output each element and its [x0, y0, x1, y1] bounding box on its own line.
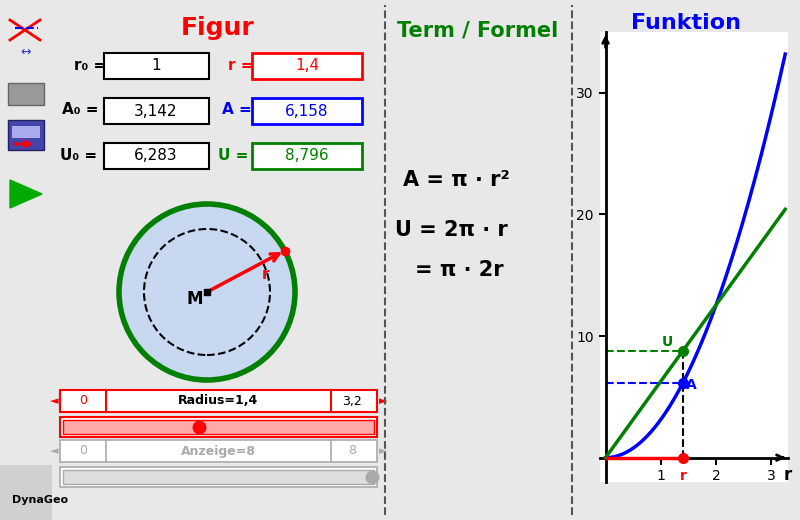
Bar: [252, 98, 362, 124]
Text: 1: 1: [151, 58, 161, 73]
Bar: [252, 143, 362, 169]
Text: r₀ =: r₀ =: [74, 58, 106, 72]
Text: 6,158: 6,158: [286, 103, 329, 119]
Bar: [104, 98, 209, 124]
Bar: [0, 465, 52, 520]
Text: A =: A =: [222, 102, 252, 118]
Text: U =: U =: [218, 148, 248, 162]
Bar: [12, 126, 40, 138]
Text: U = 2π · r: U = 2π · r: [395, 220, 508, 240]
Text: M: M: [187, 290, 203, 308]
Polygon shape: [10, 180, 42, 208]
Text: 6,283: 6,283: [134, 149, 178, 163]
Bar: [60, 440, 377, 462]
Bar: [63, 420, 374, 434]
Text: ►: ►: [379, 396, 387, 406]
Text: Funktion: Funktion: [631, 14, 741, 33]
Text: 3,142: 3,142: [134, 103, 178, 119]
Text: Flächeninhalt A(r): Flächeninhalt A(r): [634, 43, 761, 56]
Text: r: r: [783, 465, 792, 484]
Bar: [8, 83, 44, 105]
Text: A: A: [686, 378, 697, 392]
Text: A = π · r²: A = π · r²: [403, 170, 510, 190]
Text: r: r: [262, 267, 269, 282]
Text: Umfang U(r): Umfang U(r): [634, 62, 721, 75]
Text: 8,796: 8,796: [285, 149, 329, 163]
Text: U₀ =: U₀ =: [60, 148, 97, 162]
Text: Term / Formel: Term / Formel: [398, 20, 558, 40]
Text: Figur: Figur: [181, 16, 255, 40]
Text: 0: 0: [79, 445, 87, 458]
Text: Anzeige=8: Anzeige=8: [181, 445, 255, 458]
Bar: [60, 467, 377, 487]
Bar: [60, 390, 377, 412]
Bar: [104, 143, 209, 169]
Text: Radius=1,4: Radius=1,4: [178, 395, 258, 408]
Text: 8: 8: [348, 445, 356, 458]
Text: 0: 0: [79, 395, 87, 408]
Text: ◄: ◄: [50, 446, 58, 456]
Circle shape: [119, 204, 295, 380]
Bar: [8, 120, 44, 150]
Text: DynaGeo: DynaGeo: [12, 495, 68, 505]
Text: ◄: ◄: [50, 396, 58, 406]
Text: A₀ =: A₀ =: [62, 102, 98, 118]
Bar: [63, 470, 374, 484]
Text: r =: r =: [228, 58, 254, 72]
Text: ↔: ↔: [21, 45, 31, 58]
Text: 3,2: 3,2: [342, 395, 362, 408]
Text: r: r: [679, 469, 686, 483]
Bar: [252, 53, 362, 79]
Text: 1,4: 1,4: [295, 58, 319, 73]
Text: ►: ►: [379, 446, 387, 456]
Bar: [60, 417, 377, 437]
Text: = π · 2r: = π · 2r: [415, 260, 504, 280]
Text: U: U: [662, 335, 673, 349]
Bar: [104, 53, 209, 79]
